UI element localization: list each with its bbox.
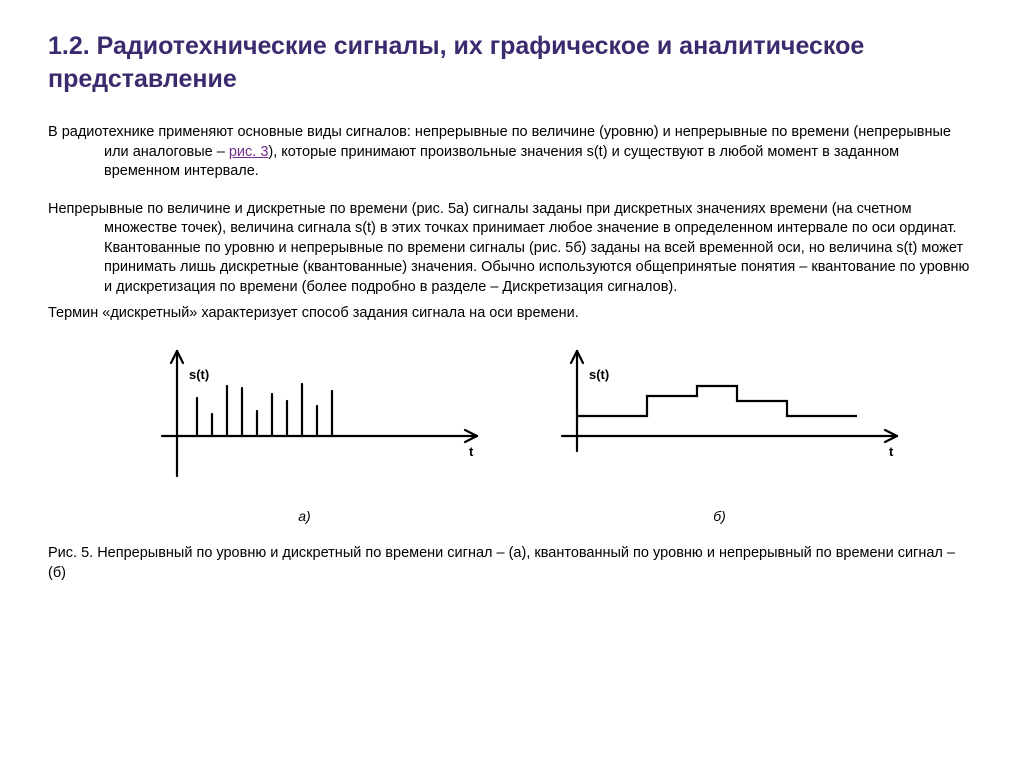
paragraph-1: В радиотехнике применяют основные виды с… (48, 123, 976, 182)
figure-a-letter: а) (298, 508, 310, 524)
figure-b-letter: б) (713, 508, 726, 524)
figure-caption: Рис. 5. Непрерывный по уровню и дискретн… (48, 544, 976, 583)
figure-b: s(t) t (527, 341, 907, 491)
figure-a-container: s(t) t (117, 341, 497, 496)
figure-b-container: s(t) t (527, 341, 907, 496)
svg-text:t: t (469, 444, 474, 459)
figure-a: s(t) t (117, 341, 497, 491)
paragraph-3: Термин «дискретный» характеризует способ… (48, 304, 976, 324)
svg-text:t: t (889, 444, 894, 459)
figure-row: s(t) t s(t) t (48, 341, 976, 496)
svg-text:s(t): s(t) (189, 367, 209, 382)
slide-title: 1.2. Радиотехнические сигналы, их графич… (48, 30, 976, 95)
figure-3-link[interactable]: рис. 3 (229, 144, 269, 160)
paragraph-2: Непрерывные по величине и дискретные по … (48, 200, 976, 298)
figure-letters-row: а) б) (97, 508, 927, 524)
svg-text:s(t): s(t) (589, 367, 609, 382)
